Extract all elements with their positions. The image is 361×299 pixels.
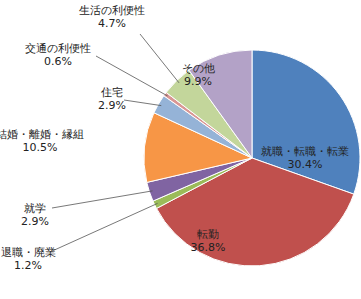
slice-label: 生活の利便性 — [79, 4, 145, 17]
slice-label: 退職・廃業 — [1, 246, 56, 259]
leader-line — [96, 56, 168, 96]
slice-label: その他 — [182, 62, 215, 75]
slice-label: 交通の利便性 — [25, 42, 91, 55]
slice-label: 就学 — [24, 202, 46, 215]
slice-value: 4.7% — [98, 17, 126, 30]
slice-value: 1.2% — [14, 259, 42, 272]
slice-label: 結婚・離婚・縁組 — [0, 128, 84, 141]
leader-line — [52, 191, 153, 208]
slice-label: 住宅 — [101, 86, 123, 99]
slice-label: 就職・転職・転業 — [261, 145, 349, 158]
leader-line — [124, 100, 161, 106]
slice-label: 転勤 — [197, 228, 219, 241]
slice-value: 9.9% — [184, 75, 212, 88]
slices — [144, 50, 360, 266]
slice-value: 30.4% — [288, 158, 323, 171]
slice-value: 10.5% — [23, 141, 58, 154]
leader-line — [140, 34, 179, 83]
slice-value: 2.9% — [21, 215, 49, 228]
chart-container: 就職・転職・転業30.4%転勤36.8%退職・廃業1.2%就学2.9%結婚・離婚… — [0, 0, 361, 299]
slice-value: 0.6% — [44, 55, 72, 68]
slice-value: 2.9% — [98, 99, 126, 112]
slice-value: 36.8% — [191, 241, 226, 254]
pie-chart: 就職・転職・転業30.4%転勤36.8%退職・廃業1.2%就学2.9%結婚・離婚… — [0, 0, 361, 299]
leader-line — [50, 203, 158, 252]
labels: 就職・転職・転業30.4%転勤36.8%退職・廃業1.2%就学2.9%結婚・離婚… — [0, 4, 349, 272]
